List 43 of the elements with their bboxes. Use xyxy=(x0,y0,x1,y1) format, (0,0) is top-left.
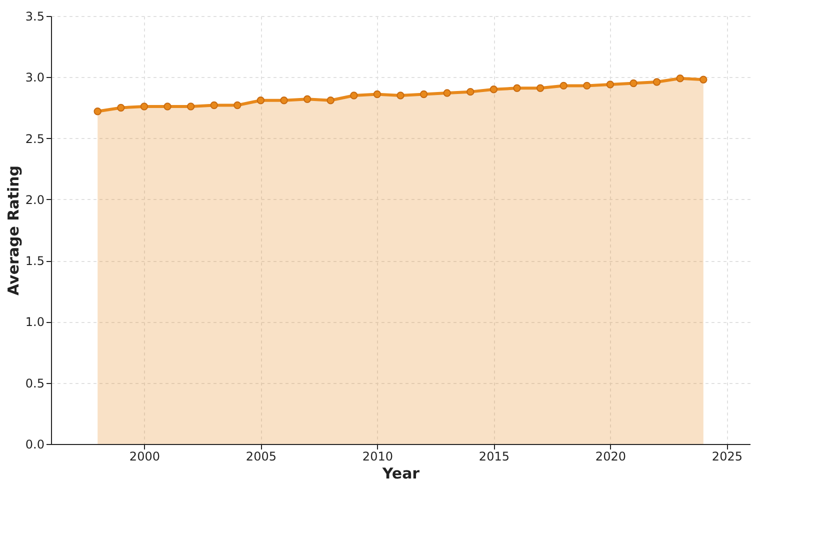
x-tick-label: 2020 xyxy=(595,450,626,464)
y-tick-label: 3.0 xyxy=(25,70,44,85)
point xyxy=(94,108,102,116)
point xyxy=(630,79,638,88)
y-axis-title: Average Rating xyxy=(4,165,22,296)
x-axis-title: Year xyxy=(381,464,420,482)
x-tick-label: 2005 xyxy=(246,450,276,464)
y-tick-label: 2.0 xyxy=(25,192,44,207)
point xyxy=(443,89,451,97)
y-tick-label: 3.5 xyxy=(25,10,44,24)
y-tick-label: 1.0 xyxy=(25,315,44,330)
point xyxy=(536,84,544,92)
point xyxy=(396,92,404,100)
point xyxy=(420,90,428,98)
point xyxy=(652,78,661,86)
y-tick-label: 0.0 xyxy=(25,438,44,452)
y-tick-label: 2.5 xyxy=(25,132,44,146)
point xyxy=(606,80,614,88)
point xyxy=(490,86,498,94)
y-tick-label: 1.5 xyxy=(25,254,44,268)
x-tick-label: 2025 xyxy=(712,450,742,464)
point xyxy=(186,102,195,110)
point xyxy=(513,84,521,92)
point xyxy=(700,76,708,84)
y-tick-label: 0.5 xyxy=(25,376,44,390)
point xyxy=(560,82,568,90)
point xyxy=(280,96,288,104)
point xyxy=(210,101,218,110)
point xyxy=(234,101,242,110)
point xyxy=(350,92,358,100)
point xyxy=(117,104,125,112)
point xyxy=(256,96,265,104)
point xyxy=(466,88,474,96)
point xyxy=(676,74,684,82)
point xyxy=(303,95,312,103)
point xyxy=(326,96,334,104)
x-tick-label: 2010 xyxy=(362,450,393,464)
point xyxy=(140,102,148,110)
point xyxy=(583,82,591,90)
point xyxy=(373,90,382,98)
point xyxy=(164,102,172,110)
x-tick-label: 2015 xyxy=(478,450,510,464)
x-tick-label: 2000 xyxy=(129,450,160,464)
